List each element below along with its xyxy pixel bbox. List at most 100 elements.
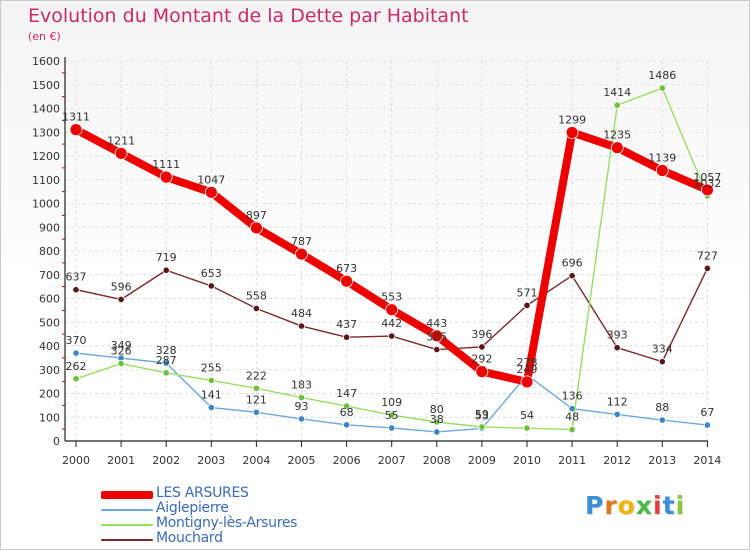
data-label-aiglepierre: 55 xyxy=(385,409,399,422)
data-point-montigny-l-s-arsures xyxy=(388,411,396,419)
x-tick-label: 2002 xyxy=(152,454,180,467)
data-label-les-arsures: 1299 xyxy=(558,113,586,126)
data-label-mouchard: 637 xyxy=(66,271,87,284)
x-tick-label: 2005 xyxy=(288,454,316,467)
data-point-aiglepierre xyxy=(207,403,215,412)
data-label-aiglepierre: 67 xyxy=(700,406,714,419)
data-label-montigny-l-s-arsures: 48 xyxy=(565,411,579,424)
y-tick-label: 500 xyxy=(39,316,60,329)
y-tick-label: 300 xyxy=(39,364,60,377)
data-point-montigny-l-s-arsures xyxy=(523,424,531,432)
x-tick-label: 2013 xyxy=(648,454,676,467)
data-label-mouchard: 596 xyxy=(111,280,132,293)
data-label-les-arsures: 897 xyxy=(246,209,267,222)
data-label-mouchard: 558 xyxy=(246,289,267,302)
x-tick-label: 2011 xyxy=(558,454,586,467)
data-point-aiglepierre xyxy=(703,421,712,429)
x-tick-label: 2014 xyxy=(693,454,721,467)
data-label-mouchard: 653 xyxy=(201,267,222,280)
data-point-mouchard xyxy=(478,343,486,351)
data-label-montigny-l-s-arsures: 262 xyxy=(66,360,87,373)
data-label-aiglepierre: 93 xyxy=(295,400,309,413)
data-point-mouchard xyxy=(568,272,576,280)
data-label-aiglepierre: 136 xyxy=(562,390,583,403)
data-label-les-arsures: 787 xyxy=(291,235,312,248)
data-label-les-arsures: 1235 xyxy=(603,129,631,142)
data-label-aiglepierre: 121 xyxy=(246,393,267,406)
x-tick-label: 2009 xyxy=(468,454,496,467)
y-tick-label: 1500 xyxy=(32,79,60,92)
x-tick-label: 2008 xyxy=(423,454,451,467)
data-label-les-arsures: 553 xyxy=(381,291,402,304)
data-point-les-arsures xyxy=(249,221,263,235)
data-point-mouchard xyxy=(433,345,441,354)
y-tick-label: 1400 xyxy=(32,103,60,116)
data-point-les-arsures xyxy=(655,164,669,177)
data-point-les-arsures xyxy=(565,126,579,139)
data-point-mouchard xyxy=(613,344,621,352)
data-label-mouchard: 727 xyxy=(697,249,718,262)
data-point-aiglepierre xyxy=(72,349,80,357)
data-point-les-arsures xyxy=(385,303,399,317)
data-point-montigny-l-s-arsures xyxy=(252,384,260,392)
data-point-mouchard xyxy=(297,322,306,330)
data-label-montigny-l-s-arsures: 287 xyxy=(156,354,177,367)
legend-label: Mouchard xyxy=(156,530,223,546)
x-tick-label: 2000 xyxy=(62,454,90,467)
data-label-montigny-l-s-arsures: 326 xyxy=(111,345,132,358)
legend-swatch xyxy=(101,509,153,511)
data-point-montigny-l-s-arsures xyxy=(613,101,621,109)
y-tick-label: 700 xyxy=(39,269,60,282)
data-label-mouchard: 334 xyxy=(652,343,673,356)
data-label-les-arsures: 1111 xyxy=(152,158,180,171)
x-tick-label: 2001 xyxy=(107,454,135,467)
data-label-montigny-l-s-arsures: 1486 xyxy=(648,69,676,82)
data-label-mouchard: 696 xyxy=(562,257,583,270)
y-tick-label: 600 xyxy=(39,293,60,306)
legend-label: Aiglepierre xyxy=(156,500,229,516)
data-point-mouchard xyxy=(252,304,260,313)
data-label-montigny-l-s-arsures: 222 xyxy=(246,369,267,382)
legend-swatch xyxy=(101,539,153,541)
data-point-mouchard xyxy=(72,286,80,294)
data-label-les-arsures: 1139 xyxy=(648,151,676,164)
data-point-aiglepierre xyxy=(252,408,260,416)
data-point-les-arsures xyxy=(204,185,218,199)
y-tick-label: 1100 xyxy=(32,174,60,187)
data-point-les-arsures xyxy=(114,146,128,160)
y-tick-label: 100 xyxy=(39,411,60,424)
data-label-mouchard: 484 xyxy=(291,307,312,320)
data-label-mouchard: 385 xyxy=(426,331,447,344)
data-label-aiglepierre: 38 xyxy=(430,413,444,426)
data-point-montigny-l-s-arsures xyxy=(117,359,125,368)
y-tick-label: 400 xyxy=(39,340,60,353)
data-label-aiglepierre: 278 xyxy=(517,356,538,369)
data-label-montigny-l-s-arsures: 109 xyxy=(381,396,402,409)
legend-swatch xyxy=(101,524,153,526)
y-tick-label: 0 xyxy=(53,435,60,448)
chart-title: Evolution du Montant de la Dette par Hab… xyxy=(28,5,469,27)
data-point-aiglepierre xyxy=(433,428,441,436)
legend-label: Montigny-lès-Arsures xyxy=(156,515,298,531)
data-label-mouchard: 437 xyxy=(336,318,357,331)
data-label-les-arsures: 1047 xyxy=(197,173,225,186)
data-label-les-arsures: 443 xyxy=(426,317,447,330)
data-point-les-arsures xyxy=(701,183,714,197)
data-point-les-arsures xyxy=(475,365,489,379)
data-label-montigny-l-s-arsures: 255 xyxy=(201,361,222,374)
data-label-montigny-l-s-arsures: 59 xyxy=(475,408,489,421)
data-point-montigny-l-s-arsures xyxy=(658,84,666,92)
x-tick-label: 2012 xyxy=(603,454,631,467)
y-tick-label: 1200 xyxy=(32,150,60,163)
data-point-aiglepierre xyxy=(342,421,351,429)
y-tick-label: 900 xyxy=(39,221,60,234)
data-point-montigny-l-s-arsures xyxy=(568,425,576,434)
data-point-mouchard xyxy=(523,301,531,309)
data-point-montigny-l-s-arsures xyxy=(72,375,80,383)
data-point-les-arsures xyxy=(295,247,308,261)
data-point-mouchard xyxy=(388,332,396,340)
data-point-montigny-l-s-arsures xyxy=(433,418,441,426)
y-tick-label: 1300 xyxy=(32,126,60,139)
data-label-aiglepierre: 53 xyxy=(475,409,489,422)
